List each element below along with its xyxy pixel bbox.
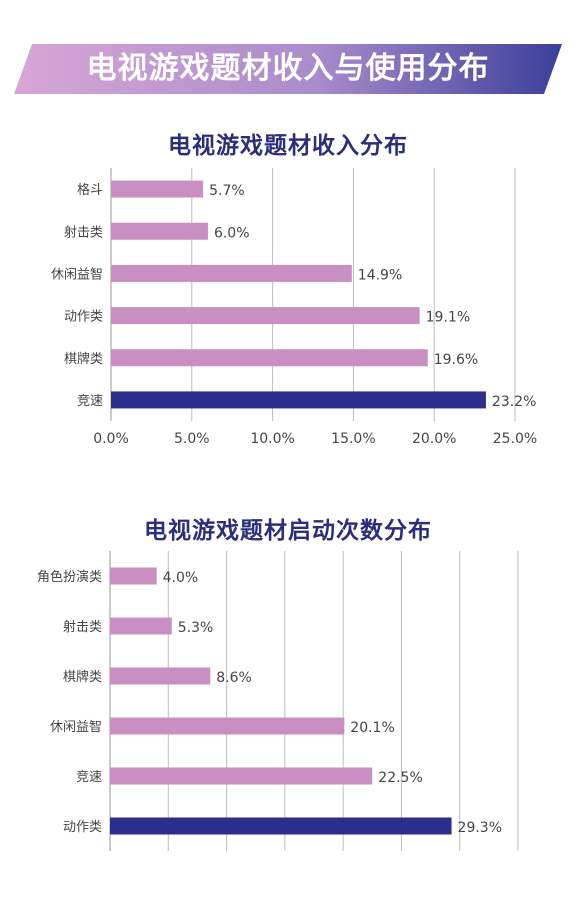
value-label: 5.7%: [209, 183, 245, 199]
launch-chart: 电视游戏题材启动次数分布 0.0%5.0%10.0%15.0%20.0%25.0…: [0, 505, 576, 851]
bar: [111, 180, 204, 198]
bar: [110, 667, 211, 685]
bar: [111, 349, 428, 367]
income-chart-plot: 0.0% 5.0% 10.0% 15.0% 20.0% 25.0% 格斗 5.7% 射击类 6.0…: [51, 168, 537, 447]
value-label: 19.1%: [426, 310, 470, 326]
x-tick-label: 25.0%: [493, 431, 537, 447]
bar: [111, 307, 420, 325]
x-tick-label: 5.0%: [174, 431, 210, 447]
value-label: 8.6%: [216, 670, 252, 686]
bar: [110, 817, 452, 835]
category-label: 休闲益智: [51, 267, 103, 282]
category-label: 竞速: [77, 393, 103, 409]
income-chart: 电视游戏题材收入分布 0.0% 5.0% 10.0% 15.0% 20.0% 25.0% 格…: [0, 118, 576, 458]
category-label: 动作类: [64, 310, 103, 325]
bar: [111, 222, 208, 240]
page-title: 电视游戏题材收入与使用分布: [86, 51, 490, 86]
value-label: 23.2%: [492, 394, 536, 410]
bar: [110, 767, 373, 785]
value-label: 22.5%: [378, 770, 422, 786]
x-tick-label: 15.0%: [331, 431, 375, 447]
value-label: 20.1%: [350, 720, 394, 736]
category-label: 棋牌类: [64, 351, 103, 367]
category-label: 角色扮演类: [37, 569, 102, 585]
bar: [110, 717, 345, 735]
value-label: 4.0%: [163, 570, 199, 586]
bar: [111, 391, 486, 409]
bar: [110, 617, 172, 635]
launch-chart-plot: 0.0%5.0%10.0%15.0%20.0%25.0%30.0%35.0%角色…: [37, 551, 519, 851]
value-label: 14.9%: [358, 267, 402, 283]
category-label: 格斗: [77, 182, 103, 198]
x-tick-label: 20.0%: [412, 431, 456, 447]
category-label: 竞速: [76, 769, 102, 785]
category-label: 休闲益智: [50, 720, 102, 735]
header-banner: 电视游戏题材收入与使用分布: [14, 44, 562, 94]
category-label: 射击类: [63, 619, 102, 635]
chart-title: 电视游戏题材收入分布: [168, 133, 408, 159]
category-label: 棋牌类: [63, 669, 102, 685]
x-tick-label: 10.0%: [250, 431, 294, 447]
category-label: 射击类: [64, 224, 103, 240]
banner-background: [14, 44, 562, 94]
bar: [111, 264, 352, 282]
x-tick-label: 0.0%: [93, 431, 129, 447]
value-label: 19.6%: [434, 352, 478, 368]
category-label: 动作类: [63, 820, 102, 835]
value-label: 5.3%: [178, 620, 214, 636]
chart-title: 电视游戏题材启动次数分布: [144, 518, 432, 544]
value-label: 29.3%: [458, 820, 502, 836]
bar: [110, 567, 157, 585]
value-label: 6.0%: [214, 225, 250, 241]
